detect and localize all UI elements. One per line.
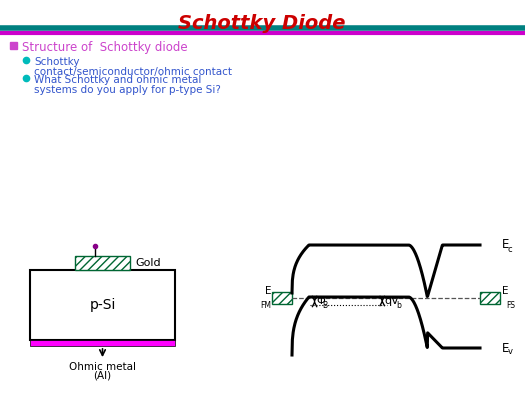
Text: Φ: Φ <box>317 296 326 307</box>
Text: v: v <box>508 347 513 356</box>
Text: (Al): (Al) <box>93 371 111 381</box>
Text: b: b <box>396 301 401 310</box>
Text: FS: FS <box>506 301 515 310</box>
Text: Schottky Diode: Schottky Diode <box>178 14 346 33</box>
Text: E: E <box>265 286 271 296</box>
Bar <box>30 270 175 340</box>
Text: E: E <box>502 286 509 296</box>
Text: qV: qV <box>384 296 399 306</box>
Text: B: B <box>322 301 328 310</box>
Text: systems do you apply for p-type Si?: systems do you apply for p-type Si? <box>34 85 221 95</box>
Bar <box>30 340 175 346</box>
Bar <box>272 292 292 304</box>
Text: c: c <box>508 244 512 253</box>
Text: E: E <box>502 342 509 354</box>
Text: Structure of  Schottky diode: Structure of Schottky diode <box>22 41 187 54</box>
Text: contact/semiconductor/ohmic contact: contact/semiconductor/ohmic contact <box>34 67 232 77</box>
Text: p-Si: p-Si <box>89 298 116 312</box>
Text: Schottky: Schottky <box>34 57 79 67</box>
Bar <box>10 42 17 49</box>
Text: FM: FM <box>260 301 271 310</box>
Bar <box>75 256 130 270</box>
Text: E: E <box>502 239 509 252</box>
Text: What Schottky and ohmic metal: What Schottky and ohmic metal <box>34 75 202 85</box>
Bar <box>480 292 500 304</box>
Text: Ohmic metal: Ohmic metal <box>69 362 136 372</box>
Text: Gold: Gold <box>135 258 161 268</box>
